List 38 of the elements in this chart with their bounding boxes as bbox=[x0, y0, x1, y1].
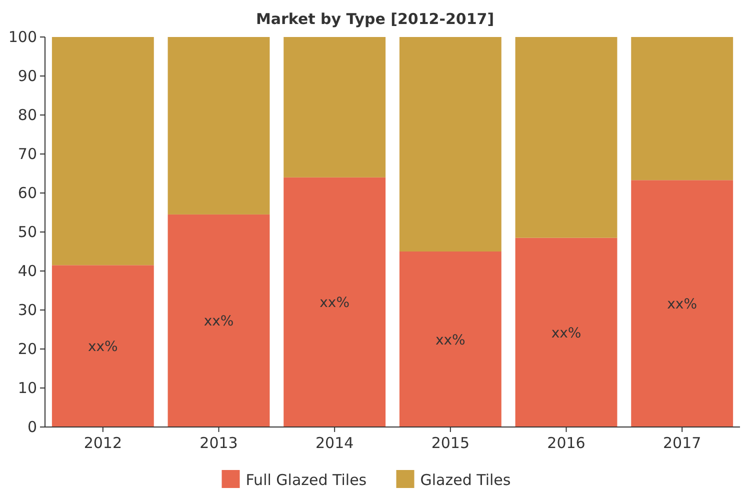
data-label: xx% bbox=[435, 332, 466, 348]
data-label: xx% bbox=[551, 325, 582, 342]
bar bbox=[52, 37, 154, 266]
x-tick-label: 2015 bbox=[431, 434, 470, 452]
data-label: xx% bbox=[204, 314, 234, 330]
data-label: xx% bbox=[320, 295, 350, 312]
bar bbox=[168, 37, 270, 214]
data-label: xx% bbox=[667, 296, 698, 313]
bar bbox=[631, 180, 734, 427]
y-tick-label: 0 bbox=[27, 418, 37, 436]
bar bbox=[515, 238, 618, 427]
data-label: xx% bbox=[88, 339, 118, 356]
y-tick-label: 70 bbox=[18, 145, 37, 163]
legend-label: Full Glazed Tiles bbox=[246, 471, 367, 489]
y-tick-label: 100 bbox=[8, 28, 37, 46]
bar bbox=[515, 37, 618, 238]
x-tick-label: 2012 bbox=[84, 434, 122, 452]
y-tick-label: 20 bbox=[18, 340, 37, 358]
x-tick-label: 2014 bbox=[315, 434, 354, 452]
x-tick-label: 2013 bbox=[200, 434, 238, 452]
y-tick-label: 40 bbox=[18, 262, 37, 280]
bar bbox=[631, 37, 734, 180]
chart-title: Market by Type [2012-2017] bbox=[256, 10, 494, 28]
bar bbox=[284, 37, 386, 178]
y-tick-label: 10 bbox=[18, 379, 37, 397]
bar bbox=[399, 37, 502, 252]
y-tick-label: 60 bbox=[18, 184, 37, 202]
y-tick-label: 30 bbox=[18, 301, 37, 319]
y-tick-label: 50 bbox=[18, 223, 37, 241]
x-tick-label: 2016 bbox=[547, 434, 586, 452]
bar bbox=[399, 252, 502, 427]
bar bbox=[168, 214, 270, 427]
legend-label: Glazed Tiles bbox=[420, 471, 511, 489]
bar bbox=[284, 177, 386, 427]
y-tick-label: 90 bbox=[18, 67, 37, 85]
x-tick-label: 2017 bbox=[662, 434, 702, 452]
bar bbox=[52, 265, 154, 427]
y-tick-label: 80 bbox=[18, 106, 37, 124]
